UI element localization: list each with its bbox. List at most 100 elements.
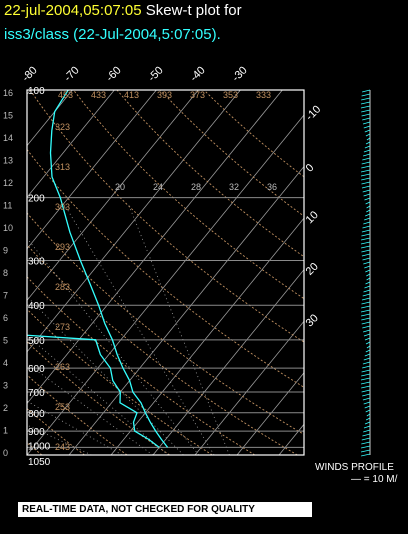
height-km-label: 7 bbox=[3, 291, 8, 301]
mixing-ratio-label: 32 bbox=[229, 182, 239, 192]
isotherm-line bbox=[152, 269, 304, 455]
winds-scale-label: — = 10 M/ bbox=[351, 474, 398, 485]
height-km-label: 10 bbox=[3, 223, 13, 233]
isotherm-line bbox=[27, 90, 283, 405]
height-km-label: 4 bbox=[3, 358, 8, 368]
adiabat-label: 453 bbox=[58, 90, 73, 100]
moist-adiabat-line bbox=[27, 237, 200, 455]
wind-barbs bbox=[360, 89, 371, 457]
dry-adiabat-line bbox=[27, 148, 304, 388]
moist-adiabat-line bbox=[27, 363, 154, 455]
adiabat-label: 373 bbox=[190, 90, 205, 100]
pressure-label: 1000 bbox=[28, 441, 51, 452]
moist-adiabat-line bbox=[27, 335, 169, 455]
chart-title-line-2: iss3/class (22-Jul-2004,5:07:05). bbox=[4, 26, 221, 43]
isotherm-line bbox=[27, 90, 73, 147]
isotherm-line bbox=[68, 165, 304, 455]
adiabat-label: 393 bbox=[157, 90, 172, 100]
dry-adiabat-line bbox=[73, 90, 304, 300]
isotherm-line bbox=[27, 90, 199, 301]
mixing-ratio-label: 36 bbox=[267, 182, 277, 192]
temperature-tick-label: 10 bbox=[304, 209, 321, 226]
adiabat-label: 283 bbox=[55, 282, 70, 292]
height-km-label: 0 bbox=[3, 448, 8, 458]
chart-title-line-1: 22-jul-2004,05:07:05 Skew-t plot for bbox=[4, 2, 242, 20]
pressure-label: 200 bbox=[28, 194, 45, 205]
dry-adiabat-line bbox=[116, 90, 304, 258]
moist-adiabat-line bbox=[27, 424, 92, 455]
temperature-tick-label: 0 bbox=[304, 162, 317, 175]
adiabat-label: 303 bbox=[55, 202, 70, 212]
temperature-tick-label: 30 bbox=[304, 312, 321, 329]
height-km-label: 16 bbox=[3, 88, 13, 98]
isotherm-line bbox=[27, 90, 115, 198]
height-km-label: 9 bbox=[3, 246, 8, 256]
isotherm-line bbox=[321, 90, 408, 455]
height-km-label: 15 bbox=[3, 111, 13, 121]
dry-adiabat-line bbox=[27, 308, 213, 455]
temperature-tick-label: -50 bbox=[146, 64, 166, 84]
height-km-label: 12 bbox=[3, 178, 13, 188]
pressure-label: 900 bbox=[28, 427, 45, 438]
adiabat-label: 253 bbox=[55, 402, 70, 412]
title-label: Skew-t plot for bbox=[145, 2, 242, 19]
moist-adiabat-line bbox=[64, 204, 215, 455]
height-km-label: 8 bbox=[3, 268, 8, 278]
adiabat-label: 293 bbox=[55, 242, 70, 252]
temperature-tick-label: 20 bbox=[304, 261, 321, 278]
temperature-tick-label: -80 bbox=[20, 64, 40, 84]
pressure-label: 100 bbox=[28, 86, 45, 97]
dry-adiabat-line bbox=[27, 374, 128, 455]
height-km-label: 6 bbox=[3, 313, 8, 323]
pressure-label: 700 bbox=[28, 388, 45, 399]
dry-adiabat-line bbox=[27, 212, 304, 435]
height-km-label: 13 bbox=[3, 156, 13, 166]
dry-adiabat-line bbox=[27, 276, 256, 455]
adiabat-label: 323 bbox=[55, 122, 70, 132]
mixing-ratio-label: 20 bbox=[115, 182, 125, 192]
quality-disclaimer: REAL-TIME DATA, NOT CHECKED FOR QUALITY bbox=[18, 502, 312, 517]
dry-adiabat-line bbox=[27, 408, 85, 455]
height-km-label: 1 bbox=[3, 426, 8, 436]
moist-adiabat-line bbox=[128, 205, 230, 455]
height-km-label: 5 bbox=[3, 336, 8, 346]
pressure-label: 800 bbox=[28, 409, 45, 420]
pressure-label: 500 bbox=[28, 336, 45, 347]
temperature-tick-label: -10 bbox=[304, 103, 324, 123]
pressure-label: 600 bbox=[28, 364, 45, 375]
dewpoint-trace bbox=[27, 334, 160, 448]
adiabat-label: 413 bbox=[124, 90, 139, 100]
pressure-label: 1050 bbox=[28, 457, 51, 468]
adiabat-label: 333 bbox=[256, 90, 271, 100]
adiabat-label: 263 bbox=[55, 362, 70, 372]
temperature-tick-label: -40 bbox=[188, 64, 208, 84]
height-km-label: 14 bbox=[3, 133, 13, 143]
isotherm-line bbox=[236, 372, 304, 455]
adiabat-label: 353 bbox=[223, 90, 238, 100]
height-km-label: 3 bbox=[3, 381, 8, 391]
isotherm-line bbox=[27, 114, 304, 455]
height-km-label: 2 bbox=[3, 403, 8, 413]
isotherm-line bbox=[110, 217, 304, 455]
adiabat-label: 313 bbox=[55, 162, 70, 172]
mixing-ratio-label: 24 bbox=[153, 182, 163, 192]
height-km-label: 11 bbox=[3, 201, 12, 211]
plot-area bbox=[27, 90, 408, 455]
temperature-trace bbox=[49, 90, 169, 448]
dry-adiabat-line bbox=[27, 244, 298, 455]
plot-frame bbox=[26, 89, 305, 456]
pressure-label: 300 bbox=[28, 257, 45, 268]
temperature-tick-label: -60 bbox=[104, 64, 124, 84]
sounding-datetime: 22-jul-2004,05:07:05 bbox=[4, 2, 142, 19]
mixing-ratio-label: 28 bbox=[191, 182, 201, 192]
winds-profile-label: WINDS PROFILE bbox=[315, 462, 394, 473]
isotherm-line bbox=[194, 320, 304, 455]
temperature-tick-label: -30 bbox=[230, 64, 250, 84]
isotherm-line bbox=[278, 423, 304, 455]
pressure-label: 400 bbox=[28, 301, 45, 312]
dry-adiabat-line bbox=[27, 341, 170, 455]
isotherm-line bbox=[27, 90, 157, 250]
adiabat-label: 433 bbox=[91, 90, 106, 100]
isotherm-line bbox=[27, 90, 241, 353]
